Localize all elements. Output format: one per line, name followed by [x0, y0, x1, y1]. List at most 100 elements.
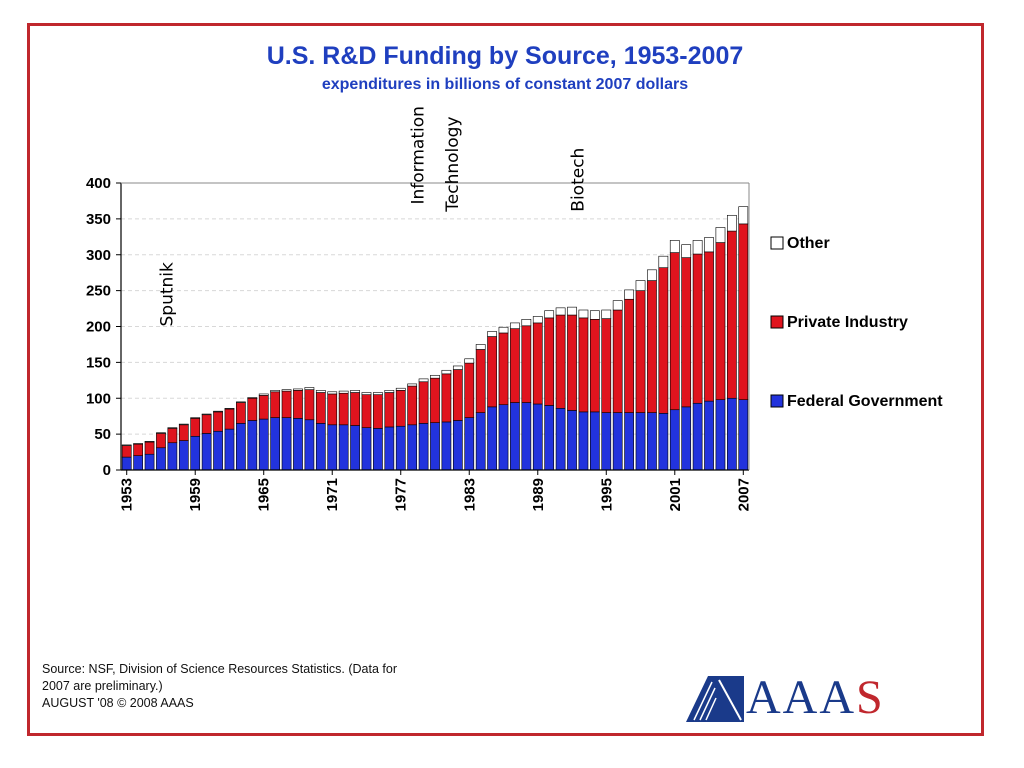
bar-other-1956: [156, 432, 166, 434]
bar-private-industry-1970: [315, 392, 326, 424]
bar-other-1955: [144, 440, 155, 443]
bar-private-industry-1956: [156, 433, 166, 449]
bar-federal-government-1975: [373, 428, 383, 471]
bar-federal-government-1994: [589, 411, 600, 471]
bar-federal-government-1978: [407, 424, 418, 471]
bar-private-industry-1994: [589, 319, 600, 413]
bar-private-industry-1961: [213, 411, 223, 432]
bar-federal-government-1985: [487, 406, 497, 471]
x-tick-label: 1977: [393, 478, 410, 511]
bar-federal-government-1998: [635, 412, 646, 471]
bar-private-industry-1975: [373, 394, 383, 429]
bar-private-industry-1967: [281, 390, 292, 418]
legend-label: Other: [787, 235, 830, 252]
source-line: Source: NSF, Division of Science Resourc…: [42, 662, 397, 676]
bar-private-industry-1959: [190, 418, 201, 437]
bar-other-1976: [384, 390, 395, 393]
bar-federal-government-1990: [544, 405, 555, 471]
bar-other-1975: [373, 392, 383, 395]
x-tick-label: 2007: [735, 478, 752, 511]
annotation-label: Technology: [443, 116, 463, 212]
bar-private-industry-2003: [692, 253, 703, 404]
bar-other-1978: [407, 383, 418, 387]
y-tick-label: 0: [103, 462, 111, 479]
aaas-logo-mark: [686, 676, 744, 722]
bar-federal-government-1965: [258, 418, 269, 471]
bar-federal-government-1977: [395, 425, 406, 471]
bar-private-industry-1974: [361, 394, 372, 428]
y-tick-label: 300: [86, 247, 111, 264]
x-tick-label: 1995: [598, 478, 615, 511]
y-tick-label: 100: [86, 390, 111, 407]
bar-federal-government-1996: [612, 412, 623, 471]
bar-other-1966: [270, 390, 281, 393]
bar-other-2001: [669, 240, 680, 253]
bar-other-1972: [338, 390, 349, 394]
bar-other-1973: [350, 390, 360, 393]
bar-other-1962: [224, 407, 235, 410]
bar-other-1992: [567, 306, 577, 316]
bar-other-2004: [704, 237, 714, 253]
bar-private-industry-1953: [121, 445, 132, 458]
annotations: Sputnik Information Technology Biotech: [157, 106, 588, 326]
bar-federal-government-1993: [578, 411, 589, 471]
bar-federal-government-1973: [350, 425, 360, 471]
bar-federal-government-1971: [327, 424, 338, 471]
y-tick-label: 50: [94, 426, 111, 443]
bar-other-1963: [236, 401, 246, 403]
bar-federal-government-2007: [738, 399, 749, 471]
annotation-label: Biotech: [568, 148, 588, 212]
y-tick-label: 400: [86, 175, 111, 192]
bar-federal-government-1972: [338, 424, 349, 471]
bar-private-industry-1989: [532, 322, 543, 405]
x-tick-label: 1953: [119, 478, 136, 511]
bar-other-1968: [293, 388, 303, 391]
bar-private-industry-1978: [407, 385, 418, 426]
y-tick-label: 350: [86, 211, 111, 228]
bar-federal-government-2004: [704, 400, 714, 471]
bar-other-1967: [281, 389, 292, 392]
bar-private-industry-1972: [338, 392, 349, 426]
bar-federal-government-2001: [669, 409, 680, 471]
bar-other-1959: [190, 417, 201, 419]
bar-private-industry-1992: [567, 314, 577, 411]
x-tick-label: 1983: [461, 478, 478, 511]
bar-other-1981: [441, 369, 452, 375]
bar-federal-government-1959: [190, 435, 201, 471]
source-note: Source: NSF, Division of Science Resourc…: [42, 661, 502, 712]
aaas-logo-wordmark: AAAS: [746, 671, 885, 724]
legend-swatch: [770, 394, 784, 408]
bar-other-1984: [475, 344, 486, 350]
bar-federal-government-1982: [452, 420, 463, 471]
annotation-label: Sputnik: [157, 262, 177, 327]
y-tick-label: 150: [86, 354, 111, 371]
legend-label: Federal Government: [787, 393, 943, 410]
bar-other-1980: [430, 374, 440, 379]
bar-private-industry-1985: [487, 336, 497, 408]
chart-subtitle: expenditures in billions of constant 200…: [321, 76, 689, 93]
bar-private-industry-1968: [293, 390, 303, 419]
bar-other-2007: [738, 206, 749, 225]
bar-federal-government-1995: [601, 412, 612, 471]
bar-federal-government-1955: [144, 453, 155, 471]
bar-private-industry-1976: [384, 392, 395, 428]
bar-private-industry-1988: [521, 325, 532, 403]
bar-other-1977: [395, 387, 406, 391]
bar-other-1982: [452, 365, 463, 370]
bar-federal-government-1991: [555, 407, 566, 471]
bar-private-industry-1993: [578, 317, 589, 413]
bar-private-industry-1963: [236, 402, 246, 424]
y-tick-label: 200: [86, 319, 111, 336]
bar-other-1991: [555, 307, 566, 316]
bar-other-1957: [167, 427, 178, 429]
bar-other-1989: [532, 316, 543, 324]
bar-private-industry-1999: [647, 280, 657, 413]
bar-private-industry-1983: [464, 362, 475, 418]
bar-private-industry-1966: [270, 391, 281, 418]
bar-federal-government-1989: [532, 403, 543, 471]
bar-federal-government-1980: [430, 422, 440, 471]
bar-federal-government-1960: [201, 433, 212, 471]
x-axis-ticks: 1953 1959 1965 1971 1977 1983 1989 1995 2001 2007: [119, 470, 752, 511]
bar-other-1969: [304, 387, 315, 390]
bar-other-2003: [692, 240, 703, 255]
